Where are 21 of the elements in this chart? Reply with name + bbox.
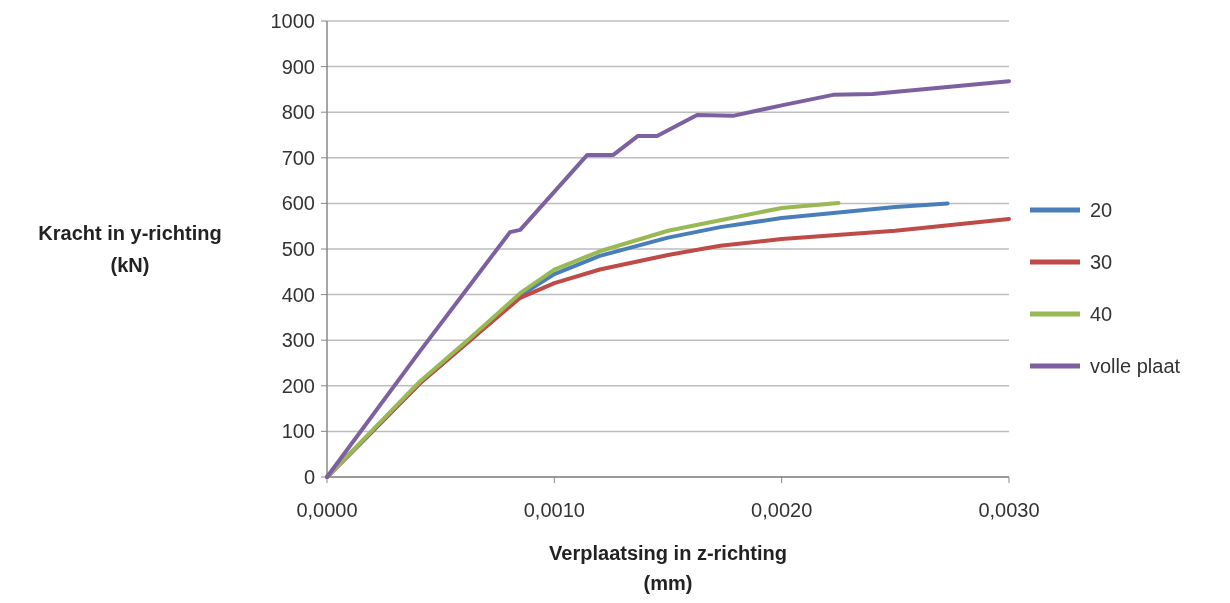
x-axis-title: Verplaatsing in z-richting (mm): [549, 542, 787, 594]
legend-label: volle plaat: [1090, 355, 1181, 377]
y-axis-title: Kracht in y-richting (kN): [38, 222, 222, 276]
y-tick-label: 200: [281, 374, 315, 397]
y-tick-label: 500: [281, 238, 315, 260]
legend-label: 40: [1090, 303, 1113, 325]
x-tick-label: 0,0000: [296, 499, 358, 521]
x-tick-label: 0,0020: [751, 499, 813, 521]
y-tick-label: 600: [281, 192, 315, 215]
legend-label: 20: [1090, 199, 1113, 221]
y-tick-label: 400: [281, 283, 315, 306]
y-tick-label: 100: [281, 420, 315, 443]
y-tick-label: 700: [281, 146, 315, 169]
y-tick-label: 900: [281, 55, 315, 78]
y-tick-label: 1000: [270, 10, 315, 32]
y-tick-label: 800: [281, 101, 315, 124]
y-tick-label: 0: [303, 466, 315, 488]
y-tick-label: 300: [281, 329, 315, 352]
x-tick-label: 0,0030: [978, 499, 1040, 521]
legend-label: 30: [1090, 251, 1113, 273]
x-tick-label: 0,0010: [523, 499, 585, 521]
